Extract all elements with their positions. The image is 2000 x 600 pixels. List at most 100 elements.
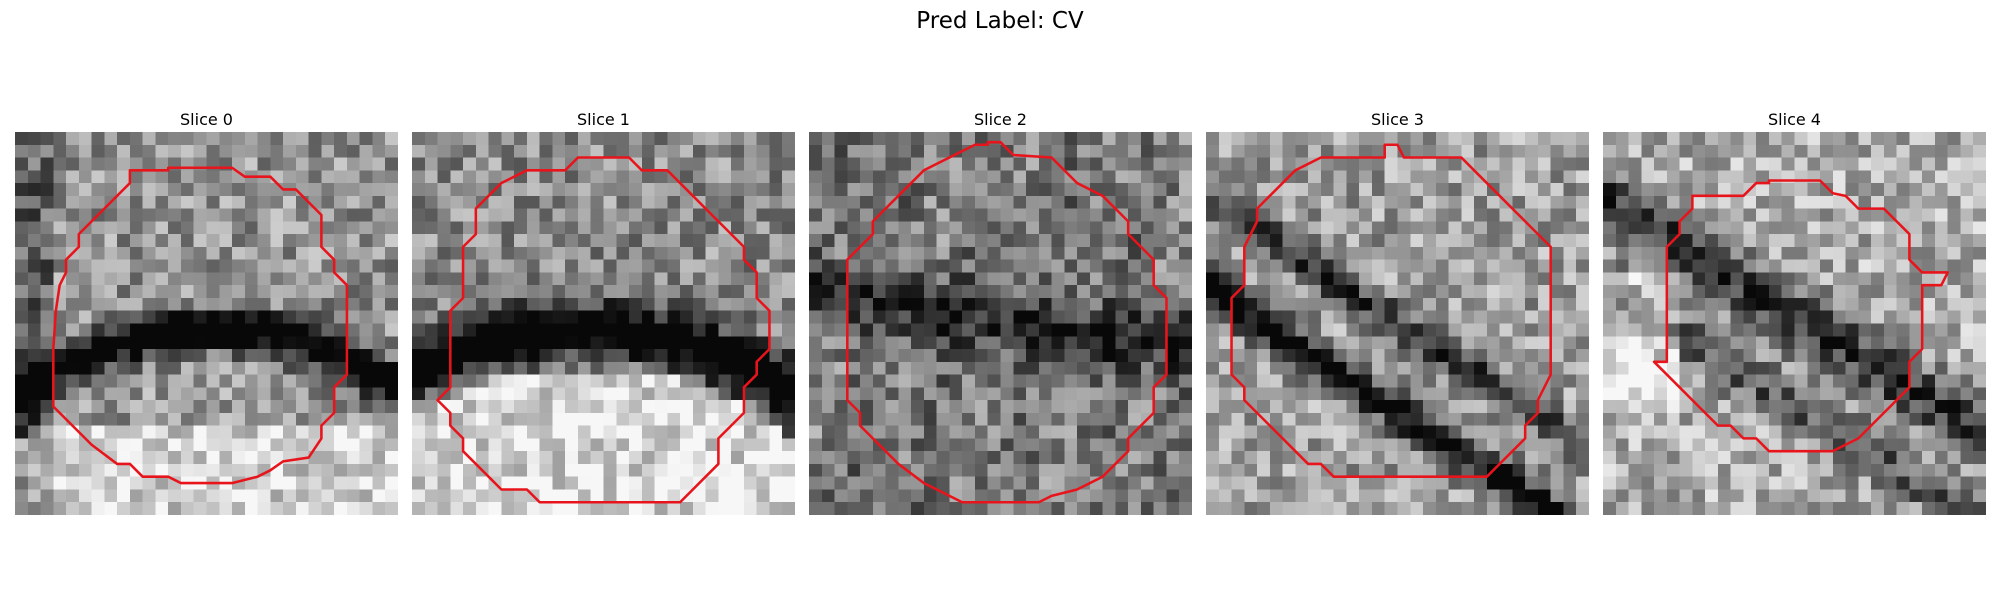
image-pixel bbox=[1115, 323, 1129, 337]
image-pixel bbox=[78, 144, 92, 158]
image-pixel bbox=[66, 400, 80, 414]
image-pixel bbox=[743, 272, 757, 286]
image-pixel bbox=[1218, 336, 1232, 350]
image-pixel bbox=[1166, 170, 1180, 184]
image-pixel bbox=[1756, 502, 1770, 515]
image-pixel bbox=[1282, 476, 1296, 490]
image-pixel bbox=[1064, 157, 1078, 171]
image-pixel bbox=[1153, 451, 1167, 465]
image-pixel bbox=[270, 285, 284, 299]
image-pixel bbox=[1641, 259, 1655, 273]
image-pixel bbox=[129, 285, 143, 299]
image-pixel bbox=[1499, 412, 1513, 426]
image-pixel bbox=[1179, 323, 1192, 337]
image-pixel bbox=[1026, 183, 1040, 197]
image-pixel bbox=[1064, 502, 1078, 515]
image-pixel bbox=[847, 463, 861, 477]
image-pixel bbox=[1883, 297, 1897, 311]
image-pixel bbox=[539, 489, 553, 503]
image-pixel bbox=[769, 144, 783, 158]
image-pixel bbox=[66, 144, 80, 158]
image-pixel bbox=[1269, 259, 1283, 273]
image-pixel bbox=[667, 374, 681, 388]
image-pixel bbox=[1641, 374, 1655, 388]
image-pixel bbox=[1371, 336, 1385, 350]
image-pixel bbox=[1064, 234, 1078, 248]
image-pixel bbox=[450, 234, 464, 248]
image-pixel bbox=[872, 323, 886, 337]
image-pixel bbox=[1512, 246, 1526, 260]
image-pixel bbox=[346, 374, 360, 388]
image-pixel bbox=[1257, 259, 1271, 273]
image-pixel bbox=[1384, 438, 1398, 452]
image-pixel bbox=[1423, 336, 1437, 350]
image-pixel bbox=[1257, 400, 1271, 414]
image-pixel bbox=[1603, 374, 1617, 388]
image-pixel bbox=[1333, 502, 1347, 515]
image-pixel bbox=[1474, 502, 1488, 515]
image-pixel bbox=[1038, 336, 1052, 350]
image-pixel bbox=[923, 183, 937, 197]
image-pixel bbox=[1128, 310, 1142, 324]
image-pixel bbox=[1308, 336, 1322, 350]
image-pixel bbox=[1960, 476, 1974, 490]
image-pixel bbox=[450, 336, 464, 350]
image-pixel bbox=[1384, 349, 1398, 363]
image-pixel bbox=[667, 157, 681, 171]
image-pixel bbox=[1153, 387, 1167, 401]
image-pixel bbox=[911, 208, 925, 222]
image-pixel bbox=[488, 310, 502, 324]
image-pixel bbox=[809, 195, 823, 209]
image-pixel bbox=[104, 438, 118, 452]
image-pixel bbox=[1871, 157, 1885, 171]
image-pixel bbox=[1486, 323, 1500, 337]
image-pixel bbox=[78, 297, 92, 311]
image-pixel bbox=[1794, 400, 1808, 414]
image-pixel bbox=[847, 412, 861, 426]
image-pixel bbox=[1717, 323, 1731, 337]
image-pixel bbox=[526, 246, 540, 260]
image-pixel bbox=[1615, 374, 1629, 388]
image-pixel bbox=[1179, 400, 1192, 414]
image-pixel bbox=[27, 451, 41, 465]
image-pixel bbox=[1896, 157, 1910, 171]
image-pixel bbox=[1563, 336, 1577, 350]
image-pixel bbox=[270, 502, 284, 515]
image-pixel bbox=[565, 361, 579, 375]
image-pixel bbox=[1768, 438, 1782, 452]
image-pixel bbox=[1705, 502, 1719, 515]
image-pixel bbox=[206, 336, 220, 350]
image-pixel bbox=[1206, 374, 1220, 388]
image-pixel bbox=[1410, 349, 1424, 363]
image-pixel bbox=[1231, 387, 1245, 401]
image-pixel bbox=[1397, 489, 1411, 503]
image-pixel bbox=[1883, 361, 1897, 375]
image-pixel bbox=[1499, 438, 1513, 452]
image-pixel bbox=[1064, 259, 1078, 273]
image-pixel bbox=[590, 157, 604, 171]
image-pixel bbox=[1257, 451, 1271, 465]
image-pixel bbox=[1128, 144, 1142, 158]
image-pixel bbox=[1743, 336, 1757, 350]
image-pixel bbox=[334, 144, 348, 158]
image-pixel bbox=[1461, 502, 1475, 515]
image-pixel bbox=[1218, 387, 1232, 401]
image-pixel bbox=[756, 412, 770, 426]
image-pixel bbox=[1435, 476, 1449, 490]
image-pixel bbox=[1089, 208, 1103, 222]
slice-image-4 bbox=[1603, 132, 1986, 515]
image-pixel bbox=[718, 208, 732, 222]
segmentation-outline bbox=[436, 156, 771, 504]
image-pixel bbox=[206, 400, 220, 414]
image-pixel bbox=[1102, 246, 1116, 260]
image-pixel bbox=[1295, 476, 1309, 490]
image-pixel bbox=[1231, 310, 1245, 324]
image-pixel bbox=[283, 400, 297, 414]
image-pixel bbox=[1654, 438, 1668, 452]
image-pixel bbox=[66, 157, 80, 171]
image-pixel bbox=[15, 323, 29, 337]
image-pixel bbox=[1934, 132, 1948, 146]
image-pixel bbox=[359, 438, 373, 452]
image-pixel bbox=[1768, 246, 1782, 260]
image-pixel bbox=[834, 208, 848, 222]
